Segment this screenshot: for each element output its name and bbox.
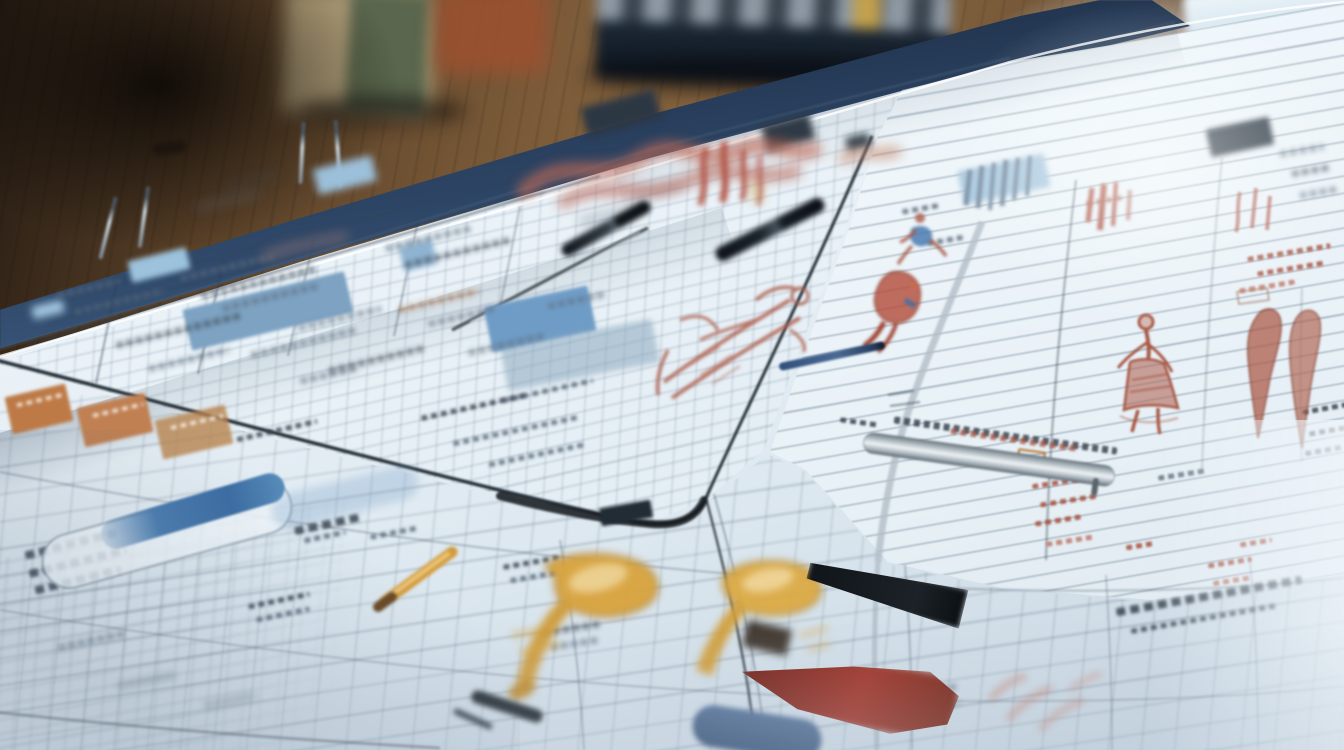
black-pen-left xyxy=(559,198,653,259)
cool-shadow-veil xyxy=(0,430,520,750)
black-marker xyxy=(804,551,969,629)
right-wash-veil xyxy=(1150,420,1344,750)
black-pen-right xyxy=(713,195,827,264)
bottom-atmosphere-veil xyxy=(0,620,1344,750)
light-veil xyxy=(820,0,1344,470)
ruler-end-ring xyxy=(1090,477,1100,497)
